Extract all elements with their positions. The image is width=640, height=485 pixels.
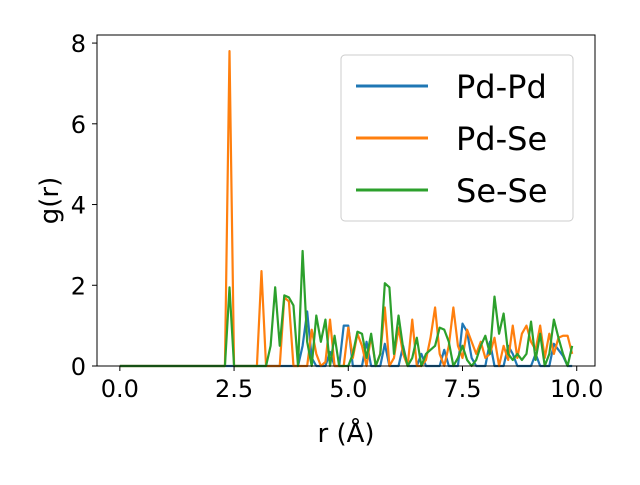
- legend-label-3: Se-Se: [456, 172, 548, 210]
- x-tick-label: 10.0: [550, 375, 603, 403]
- x-axis-label: r (Å): [317, 417, 374, 449]
- x-tick-label: 2.5: [215, 375, 253, 403]
- y-tick-label: 6: [71, 111, 86, 139]
- y-tick-label: 4: [71, 192, 86, 220]
- legend: Pd-Pd Pd-Se Se-Se: [340, 54, 574, 222]
- x-tick-label: 7.5: [443, 375, 481, 403]
- y-tick-label: 8: [71, 30, 86, 58]
- legend-label-2: Pd-Se: [456, 120, 547, 158]
- x-tick-label: 0.0: [101, 375, 139, 403]
- series-line-3: [119, 249, 574, 368]
- x-axis: 0.0 2.5 5.0 7.5 10.0: [101, 366, 603, 403]
- y-axis: 0 2 4 6 8: [71, 30, 97, 381]
- y-tick-label: 2: [71, 272, 86, 300]
- y-tick-label: 0: [71, 353, 86, 381]
- plot-frame: [96, 34, 596, 367]
- legend-box: [340, 54, 574, 222]
- y-axis-label: g(r): [35, 177, 65, 224]
- legend-label-1: Pd-Pd: [456, 68, 547, 106]
- x-tick-label: 5.0: [329, 375, 367, 403]
